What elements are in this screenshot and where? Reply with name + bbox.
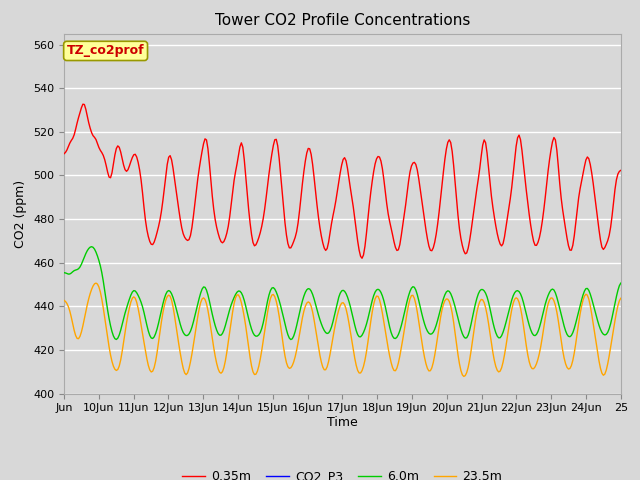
6.0m (88, 244, 95, 250)
X-axis label: Time: Time (327, 416, 358, 429)
23.5m (458, 372, 466, 378)
0.35m (79, 101, 87, 107)
23.5m (92, 280, 100, 286)
0.35m (617, 168, 625, 173)
0.35m (60, 151, 68, 156)
Title: Tower CO2 Profile Concentrations: Tower CO2 Profile Concentrations (214, 13, 470, 28)
6.0m (543, 297, 550, 302)
0.35m (460, 248, 468, 254)
Line: 0.35m: 0.35m (64, 104, 621, 258)
Line: 6.0m: 6.0m (64, 247, 621, 339)
6.0m (79, 258, 87, 264)
Y-axis label: CO2 (ppm): CO2 (ppm) (15, 180, 28, 248)
6.0m (349, 316, 357, 322)
0.35m (616, 168, 623, 174)
23.5m (79, 323, 87, 329)
23.5m (543, 307, 550, 313)
Legend: 0.35m, CO2_P3, 6.0m, 23.5m: 0.35m, CO2_P3, 6.0m, 23.5m (177, 465, 508, 480)
6.0m (60, 270, 68, 276)
Text: TZ_co2prof: TZ_co2prof (67, 44, 145, 58)
23.5m (98, 296, 106, 302)
0.35m (348, 194, 356, 200)
23.5m (60, 298, 68, 303)
6.0m (460, 334, 468, 339)
Line: 23.5m: 23.5m (64, 283, 621, 376)
23.5m (460, 373, 468, 379)
6.0m (98, 270, 106, 276)
23.5m (348, 338, 356, 344)
0.35m (543, 181, 550, 187)
0.35m (358, 255, 366, 261)
0.35m (98, 150, 106, 156)
6.0m (617, 280, 625, 286)
6.0m (616, 283, 623, 288)
0.35m (81, 102, 88, 108)
23.5m (617, 295, 625, 301)
23.5m (616, 298, 623, 304)
6.0m (287, 336, 294, 342)
